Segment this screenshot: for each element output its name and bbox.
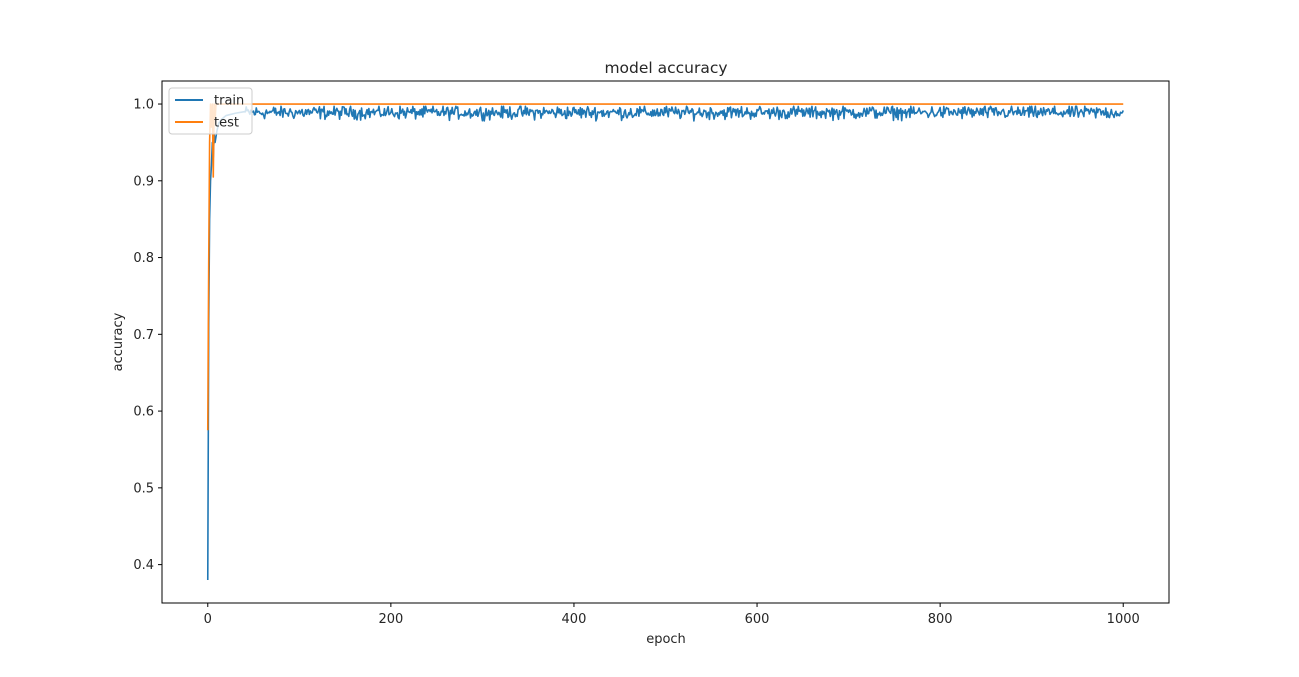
series-line-train bbox=[206, 105, 1124, 580]
plot-area: 0 200 400 600 800 1000 0.4 0.5 0.6 0.7 0.8 0.9 1.0 bbox=[133, 80, 1170, 627]
y-tick-label: 0.6 bbox=[133, 405, 154, 420]
y-tick-label: 0.9 bbox=[133, 174, 154, 189]
x-tick-label: 1000 bbox=[1107, 612, 1140, 627]
x-tick-label: 800 bbox=[928, 612, 953, 627]
y-tick-label: 0.5 bbox=[133, 481, 154, 496]
x-tick-label: 600 bbox=[745, 612, 770, 627]
legend-label-test: test bbox=[214, 116, 239, 131]
chart-title: model accuracy bbox=[604, 59, 727, 77]
x-axis-label: epoch bbox=[646, 632, 686, 647]
x-tick-label: 0 bbox=[204, 612, 212, 627]
legend-label-train: train bbox=[214, 94, 244, 109]
y-tick-label: 0.7 bbox=[133, 328, 154, 343]
x-tick-label: 400 bbox=[562, 612, 587, 627]
x-tick-label: 200 bbox=[378, 612, 403, 627]
y-axis-label: accuracy bbox=[111, 312, 126, 371]
y-tick-label: 1.0 bbox=[133, 98, 154, 113]
legend: train test bbox=[168, 87, 253, 135]
y-tick-label: 0.8 bbox=[133, 251, 154, 266]
plot-frame bbox=[161, 80, 1170, 604]
y-tick-label: 0.4 bbox=[133, 558, 154, 573]
